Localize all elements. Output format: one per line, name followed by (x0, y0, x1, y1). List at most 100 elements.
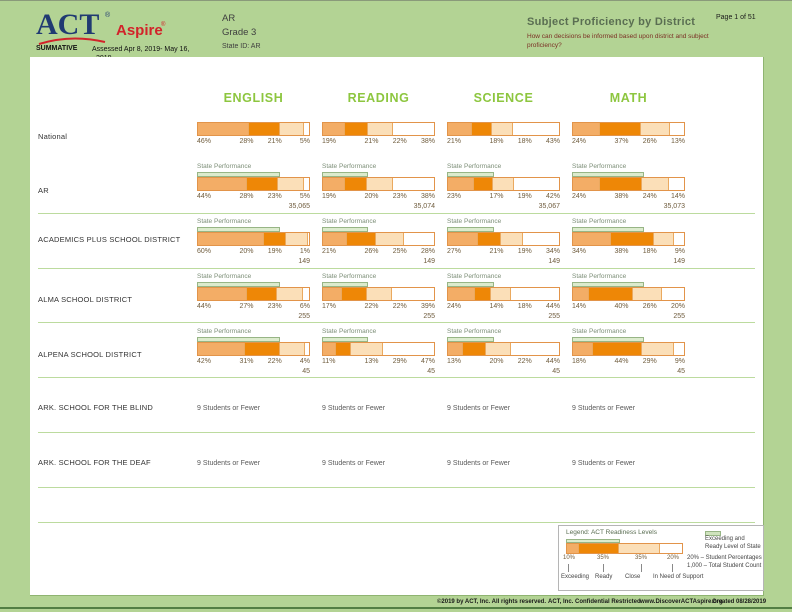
total-student-count: 35,074 (413, 203, 435, 210)
bar-segment-in-need-of-support (673, 343, 684, 355)
state-performance-line (572, 282, 644, 287)
total-student-count: 45 (427, 368, 435, 375)
percent-labels: 23% 17% 19% 42% (447, 193, 560, 200)
bar-segment-in-need-of-support (667, 178, 685, 190)
legend-connector-line (641, 564, 642, 572)
total-student-count: 45 (302, 368, 310, 375)
percent-label: 20% (239, 248, 254, 255)
row-label: ARK. SCHOOL FOR THE DEAF (38, 458, 151, 467)
percent-labels: 27% 21% 19% 34% (447, 248, 560, 255)
bar-segment-ready (341, 288, 367, 300)
percent-label: 42% (545, 193, 560, 200)
aspire-logo: Aspire (116, 22, 163, 39)
bar-segment-exceeding (323, 123, 344, 135)
bar-segment-ready (598, 123, 640, 135)
percent-label: 19% (322, 193, 337, 200)
percent-label: 38% (614, 193, 629, 200)
bar-segment-ready (598, 178, 641, 190)
percent-label: 14% (670, 193, 685, 200)
percent-label: 1% (299, 248, 310, 255)
legend-level-label: Close (625, 574, 641, 580)
bar-segment-in-need-of-support (658, 544, 683, 553)
percent-label: 28% (239, 138, 254, 145)
bar-segment-close (500, 233, 522, 245)
percent-label: 38% (614, 248, 629, 255)
report-body-panel: ENGLISH READING SCIENCE MATH Legend: ACT… (30, 57, 764, 596)
percent-label: 6% (299, 303, 310, 310)
total-student-count: 35,067 (538, 203, 560, 210)
bar-segment-ready (247, 123, 279, 135)
percent-label: 14% (572, 303, 587, 310)
stacked-bar (447, 287, 560, 301)
percent-label: 29% (642, 358, 657, 365)
bar-segment-in-need-of-support (382, 343, 434, 355)
bar-segment-exceeding (323, 178, 344, 190)
legend-percent-label: 35% (635, 555, 648, 561)
percent-label: 5% (299, 138, 310, 145)
bar-segment-close (366, 288, 391, 300)
percent-label: 22% (392, 138, 407, 145)
percent-label: 25% (392, 248, 407, 255)
bar-segment-exceeding (323, 288, 342, 300)
stacked-bar (322, 232, 435, 246)
bar-segment-exceeding (198, 178, 246, 190)
percent-label: 19% (517, 193, 532, 200)
bar-segment-in-need-of-support (510, 288, 559, 300)
percent-label: 39% (420, 303, 435, 310)
assessed-line1: Assessed Apr 8, 2019- May 16, (92, 46, 190, 53)
bar-segment-in-need-of-support (306, 233, 309, 245)
subject-header-english: ENGLISH (223, 91, 284, 105)
percent-labels: 18% 44% 29% 9% (572, 358, 685, 365)
bar-segment-close (640, 343, 674, 355)
suppressed-data-text: 9 Students or Fewer (447, 460, 511, 467)
stacked-bar (197, 287, 310, 301)
stacked-bar (197, 342, 310, 356)
percent-label: 13% (447, 358, 462, 365)
bar-segment-in-need-of-support (673, 233, 684, 245)
row-separator (38, 213, 755, 214)
total-student-count: 149 (673, 258, 685, 265)
registered-trademark-icon: ® (161, 22, 166, 28)
summative-label: SUMMATIVE (36, 45, 78, 52)
legend-level-label: Ready (595, 574, 613, 580)
grade-label: Grade 3 (222, 27, 257, 38)
bar-segment-in-need-of-support (513, 178, 559, 190)
region-label: AR (222, 13, 236, 24)
bar-segment-exceeding (448, 233, 477, 245)
bar-segment-ready (472, 178, 492, 190)
stacked-bar (572, 232, 685, 246)
subject-header-math: MATH (609, 91, 648, 105)
legend-percent-label: 20% (667, 555, 680, 561)
bar-segment-exceeding (573, 233, 611, 245)
stacked-bar (447, 122, 560, 136)
percent-label: 44% (614, 358, 629, 365)
row-label: National (38, 132, 68, 141)
percent-label: 14% (489, 303, 504, 310)
total-student-count: 35,073 (663, 203, 685, 210)
report-meta: AR Grade 3 State ID: AR (222, 13, 261, 50)
percent-label: 44% (197, 303, 212, 310)
percent-label: 31% (239, 358, 254, 365)
row-separator (38, 377, 755, 378)
legend-count-note: 1,000 – Total Student Count (687, 563, 762, 569)
bar-segment-in-need-of-support (511, 123, 559, 135)
bar-segment-close (490, 288, 511, 300)
footer-confidential: ACT, Inc. Confidential Restricted (548, 599, 641, 605)
bar-segment-close (285, 233, 307, 245)
percent-labels: 21% 18% 18% 43% (447, 138, 560, 145)
bar-segment-exceeding (323, 343, 335, 355)
bar-segment-in-need-of-support (301, 288, 309, 300)
bar-segment-exceeding (198, 288, 246, 300)
percent-label: 28% (239, 193, 254, 200)
percent-label: 34% (572, 248, 587, 255)
state-performance-label: State Performance (322, 273, 377, 280)
suppressed-data-text: 9 Students or Fewer (322, 460, 386, 467)
state-performance-line (197, 172, 280, 177)
bar-segment-exceeding (448, 343, 463, 355)
total-student-count: 45 (677, 368, 685, 375)
row-label: ARK. SCHOOL FOR THE BLIND (38, 403, 154, 412)
total-student-count: 255 (673, 313, 685, 320)
percent-labels: 34% 38% 18% 9% (572, 248, 685, 255)
percent-label: 18% (489, 138, 504, 145)
